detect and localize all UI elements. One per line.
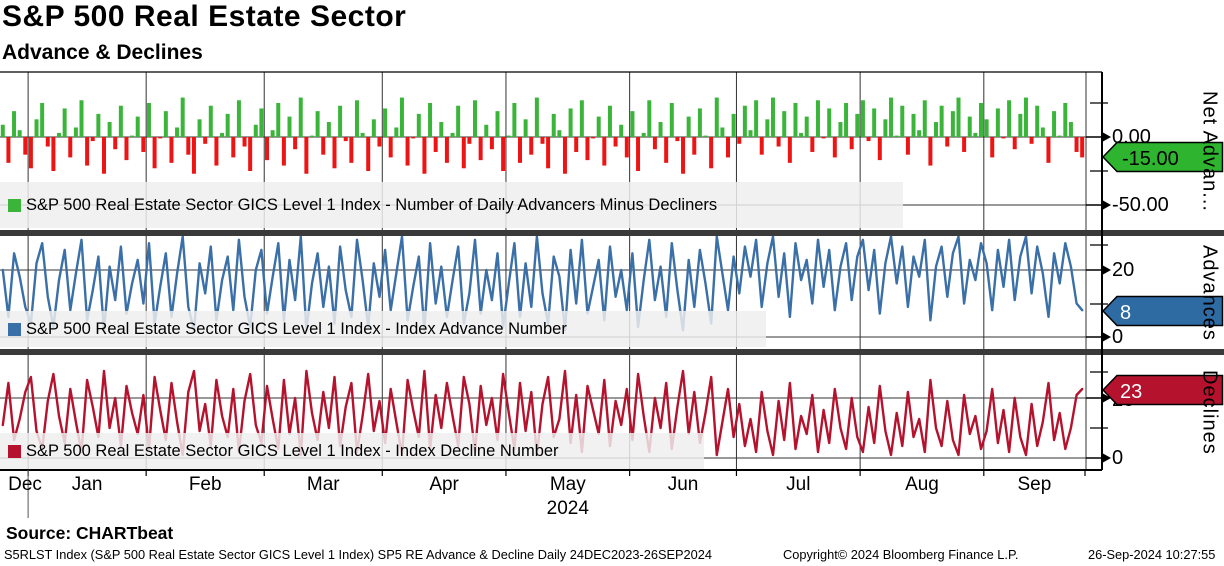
x-axis-month-label: Jul: [786, 474, 811, 495]
page-title: S&P 500 Real Estate Sector: [2, 0, 407, 33]
badge-shape: [1102, 141, 1224, 173]
legend-label: S&P 500 Real Estate Sector GICS Level 1 …: [26, 319, 567, 338]
panel-title-net-advances: Net Advan...: [1198, 90, 1221, 212]
declines-value-badge: 23: [1102, 374, 1224, 406]
net-advances-value-badge: -15.00: [1102, 141, 1224, 173]
x-axis-month-label: Jun: [667, 474, 699, 495]
x-axis-month-label: Mar: [306, 474, 340, 495]
legend-net-advances: S&P 500 Real Estate Sector GICS Level 1 …: [0, 182, 903, 228]
legend-advances: S&P 500 Real Estate Sector GICS Level 1 …: [0, 311, 766, 347]
axis-tick-label: 0: [1112, 447, 1124, 469]
badge-value: -15.00: [1122, 148, 1179, 170]
panel-title-declines: Declines: [1198, 370, 1221, 455]
x-axis-month-label: Dec: [8, 474, 42, 495]
badge-shape: [1102, 374, 1224, 406]
x-axis-month-label: Feb: [188, 474, 222, 495]
x-axis-year-label: 2024: [546, 498, 589, 519]
advances-value-badge: 8: [1102, 295, 1224, 327]
legend-declines: S&P 500 Real Estate Sector GICS Level 1 …: [0, 433, 704, 469]
x-axis-month-label: Apr: [429, 474, 459, 495]
legend-label: S&P 500 Real Estate Sector GICS Level 1 …: [26, 195, 718, 214]
source-label: Source: CHARTbeat: [6, 523, 174, 543]
legend-marker-green-icon: [8, 198, 21, 212]
legend-marker-red-icon: [8, 444, 21, 458]
footer-meta: S5RLST Index (S&P 500 Real Estate Sector…: [4, 547, 713, 562]
badge-value: 23: [1120, 381, 1142, 403]
legend-label: S&P 500 Real Estate Sector GICS Level 1 …: [26, 441, 559, 460]
x-axis-month-label: Sep: [1017, 474, 1052, 495]
legend-marker-blue-icon: [8, 322, 21, 336]
axis-tick-label: -50.00: [1112, 194, 1169, 216]
panel-title-advances: Advances: [1198, 244, 1221, 341]
badge-shape: [1102, 295, 1224, 327]
page-subtitle: Advance & Declines: [2, 41, 203, 64]
axis-tick-label: 0: [1112, 326, 1124, 348]
badge-value: 8: [1120, 302, 1131, 324]
footer-copyright: Copyright© 2024 Bloomberg Finance L.P.: [783, 547, 1019, 562]
axis-tick-label: 20: [1112, 259, 1135, 281]
x-axis-month-label: Jan: [71, 474, 103, 495]
x-axis-month-label: Aug: [905, 474, 939, 495]
footer-timestamp: 26-Sep-2024 10:27:55: [1088, 547, 1216, 562]
x-axis-month-label: May: [549, 474, 586, 495]
